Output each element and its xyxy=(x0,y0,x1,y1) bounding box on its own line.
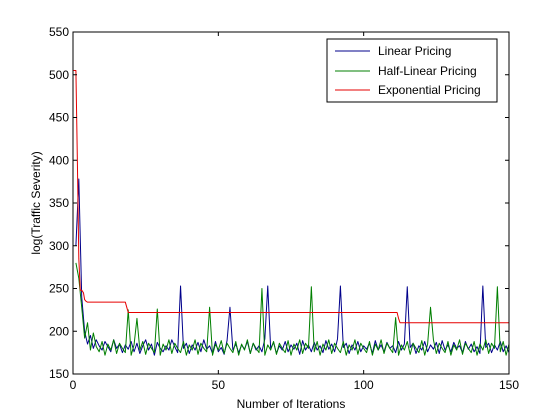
legend-label-half-linear: Half-Linear Pricing xyxy=(378,64,477,78)
ticks-group: 0 50 100 150 150 200 250 300 350 400 450 500 550 xyxy=(49,25,519,392)
series-group xyxy=(73,69,509,356)
y-axis-label: log(Traffic Severity) xyxy=(29,151,43,254)
x-tick-label: 0 xyxy=(70,378,77,392)
x-tick-label: 50 xyxy=(212,378,226,392)
series-line-linear xyxy=(75,178,509,356)
legend-label-exponential: Exponential Pricing xyxy=(378,83,481,97)
y-tick-label: 350 xyxy=(49,196,69,210)
x-tick-label: 150 xyxy=(499,378,519,392)
y-tick-label: 250 xyxy=(49,282,69,296)
y-tick-label: 450 xyxy=(49,111,69,125)
y-tick-label: 500 xyxy=(49,68,69,82)
y-tick-label: 200 xyxy=(49,324,69,338)
y-tick-label: 300 xyxy=(49,239,69,253)
series-line-exponential xyxy=(73,69,509,324)
series-line-half-linear xyxy=(75,262,509,356)
y-tick-label: 150 xyxy=(49,367,69,381)
legend: Linear Pricing Half-Linear Pricing Expon… xyxy=(326,38,498,103)
x-tick-label: 100 xyxy=(354,378,374,392)
legend-label-linear: Linear Pricing xyxy=(378,44,451,58)
y-tick-label: 400 xyxy=(49,153,69,167)
x-axis-label: Number of Iterations xyxy=(237,397,346,411)
y-tick-label: 550 xyxy=(49,25,69,39)
